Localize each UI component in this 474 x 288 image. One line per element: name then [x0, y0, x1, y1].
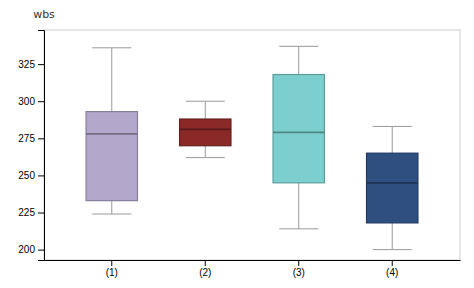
whisker-cap-high [373, 126, 412, 127]
x-tick-mark [205, 260, 206, 266]
whisker-high [392, 126, 393, 153]
y-tick-label: 250 [18, 170, 35, 181]
y-tick: 300 [18, 96, 44, 107]
whisker-low [298, 183, 299, 229]
y-tick-label: 275 [18, 133, 35, 144]
whisker-low [205, 146, 206, 158]
median-line [86, 133, 137, 135]
y-tick-label: 225 [18, 207, 35, 218]
y-tick-mark [38, 101, 44, 102]
y-tick: 200 [18, 244, 44, 255]
median-line [367, 182, 418, 184]
boxes [86, 46, 418, 249]
box-group [273, 46, 324, 229]
x-tick-mark [392, 260, 393, 266]
x-tick-label: (2) [199, 267, 211, 278]
x-tick: (2) [199, 260, 211, 278]
y-tick-label: 300 [18, 96, 35, 107]
plot: 200 225 250 275 300 325 (1) (2) (3) (4) [18, 30, 460, 278]
y-axis-label: wbs [33, 8, 55, 21]
x-tick: (4) [386, 260, 398, 278]
y-axis-line [38, 31, 45, 261]
plot-frame [44, 30, 460, 260]
whisker-high [111, 48, 112, 112]
x-axis: (1) (2) (3) (4) [45, 260, 461, 278]
whisker-cap-high [186, 101, 225, 102]
x-tick-mark [111, 260, 112, 266]
x-tick: (3) [293, 260, 305, 278]
x-tick-mark [298, 260, 299, 266]
whisker-low [111, 201, 112, 214]
y-tick-label: 200 [18, 244, 35, 255]
y-tick: 325 [18, 59, 44, 70]
median-line [180, 129, 231, 131]
x-tick-label: (4) [386, 267, 398, 278]
chart: 200 225 250 275 300 325 (1) (2) (3) (4) wbs [0, 0, 474, 288]
box-group [367, 126, 418, 249]
box-group [180, 101, 231, 157]
y-tick-mark [38, 175, 44, 176]
box [273, 75, 324, 183]
y-tick-mark [38, 213, 44, 214]
box [86, 112, 137, 201]
box [367, 153, 418, 223]
whisker-cap-low [186, 157, 225, 158]
y-tick-mark [38, 64, 44, 65]
y-axis: 200 225 250 275 300 325 [18, 31, 44, 261]
x-tick-label: (1) [106, 267, 118, 278]
whisker-high [298, 46, 299, 74]
x-tick-label: (3) [293, 267, 305, 278]
whisker-cap-high [92, 47, 131, 48]
y-tick-mark [38, 138, 44, 139]
box-group [86, 48, 137, 214]
x-axis-line [45, 260, 461, 261]
whisker-cap-low [373, 249, 412, 250]
whisker-low [392, 223, 393, 250]
x-tick: (1) [106, 260, 118, 278]
box [180, 119, 231, 146]
whisker-cap-low [279, 228, 318, 229]
whisker-cap-low [92, 214, 131, 215]
median-line [273, 131, 324, 133]
whisker-cap-high [279, 46, 318, 47]
y-tick-label: 325 [18, 59, 35, 70]
y-tick: 225 [18, 207, 44, 218]
whisker-high [205, 101, 206, 119]
y-tick-mark [38, 250, 44, 251]
y-tick: 275 [18, 133, 44, 144]
y-tick: 250 [18, 170, 44, 181]
